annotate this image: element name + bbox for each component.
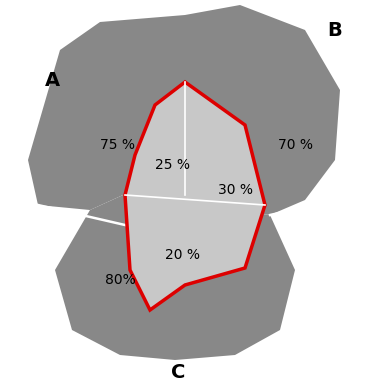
Polygon shape xyxy=(185,5,340,215)
Text: 80%: 80% xyxy=(105,273,136,287)
Text: 75 %: 75 % xyxy=(100,138,135,152)
Text: A: A xyxy=(44,70,60,89)
Text: 20 %: 20 % xyxy=(165,248,200,262)
Text: 30 %: 30 % xyxy=(218,183,253,197)
Polygon shape xyxy=(28,15,185,210)
Polygon shape xyxy=(55,185,295,360)
Polygon shape xyxy=(125,82,265,310)
Text: 70 %: 70 % xyxy=(278,138,313,152)
Text: 25 %: 25 % xyxy=(155,158,190,172)
Text: C: C xyxy=(171,363,185,382)
Text: B: B xyxy=(327,21,342,40)
